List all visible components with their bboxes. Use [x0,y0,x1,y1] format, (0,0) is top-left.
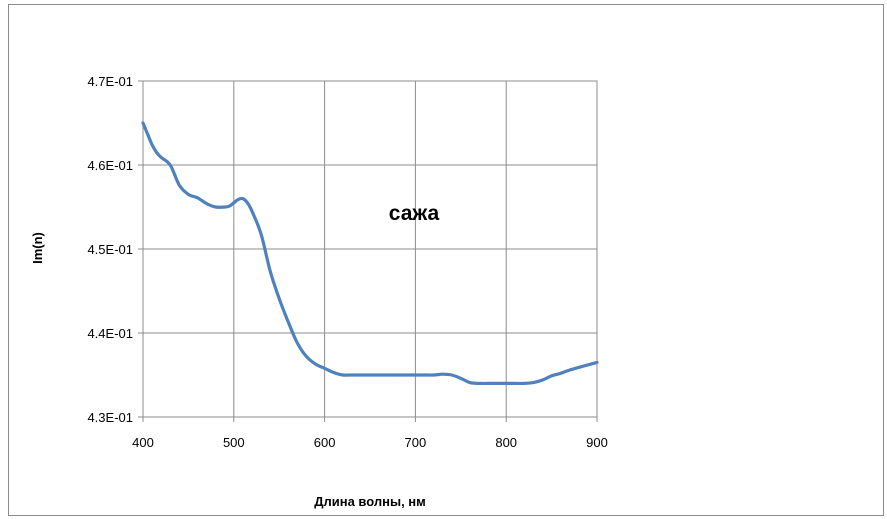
x-tick-label: 900 [586,435,608,450]
series-line [141,121,599,386]
x-tick-label: 800 [495,435,517,450]
chart-area [8,4,884,516]
series-group [141,121,599,386]
x-tick-label: 400 [132,435,154,450]
annotation-label: сажа [389,202,440,225]
plot-area [142,80,598,418]
y-tick-label: 4.3E-01 [87,410,133,425]
y-tick-label: 4.7E-01 [87,74,133,89]
x-axis-title: Длина волны, нм [314,494,426,509]
y-tick-label: 4.5E-01 [87,242,133,257]
y-axis-title: Im(n) [30,232,45,264]
x-tick-label: 500 [223,435,245,450]
plot-border [142,80,598,418]
y-tick-label: 4.6E-01 [87,158,133,173]
tick-labels: 400 500 600 700 800 900 4.3E-01 4.4E-01 4.5E-01 4… [87,74,607,450]
x-tick-label: 700 [405,435,427,450]
x-tick-label: 600 [314,435,336,450]
grid [138,80,598,422]
y-tick-label: 4.4E-01 [87,326,133,341]
